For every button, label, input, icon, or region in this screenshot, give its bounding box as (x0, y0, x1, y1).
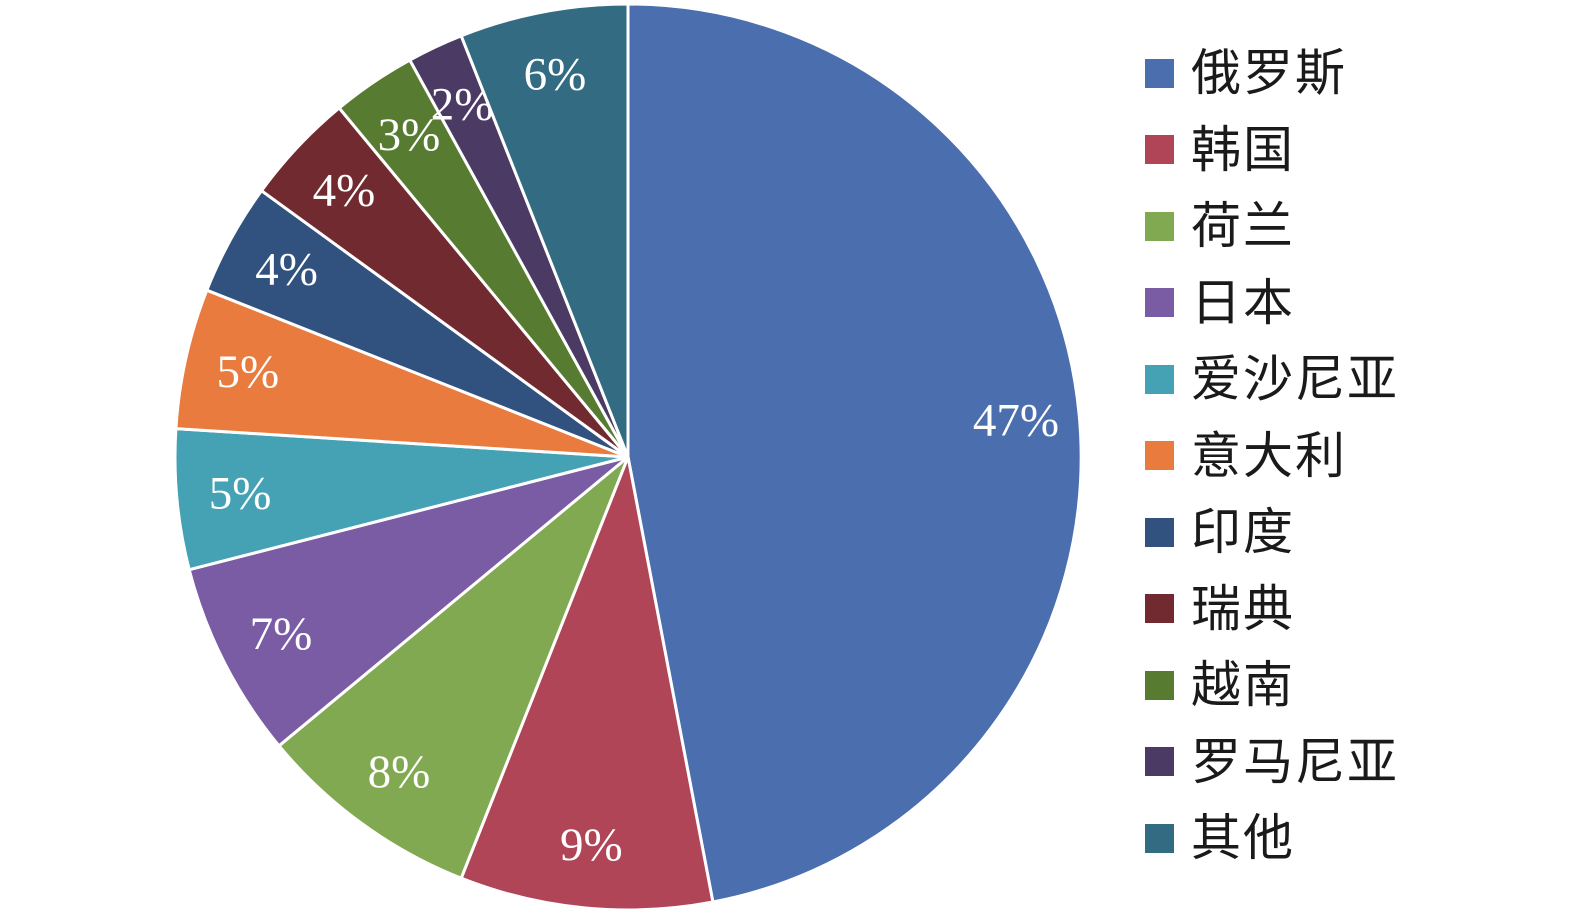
chart-legend: 俄罗斯韩国荷兰日本爱沙尼亚意大利印度瑞典越南罗马尼亚其他 (1145, 35, 1399, 877)
pie-slice-japan (187, 455, 630, 748)
pie-slice-south-korea (459, 455, 715, 912)
legend-item-other: 其他 (1145, 800, 1399, 877)
legend-item-south-korea: 韩国 (1145, 112, 1399, 189)
legend-item-italy: 意大利 (1145, 418, 1399, 495)
legend-label-india: 印度 (1191, 504, 1295, 561)
pie-slice-label-netherlands: 8% (368, 746, 431, 798)
legend-swatch-italy (1145, 441, 1174, 471)
legend-swatch-south-korea (1145, 135, 1174, 165)
pie-slice-label-vietnam: 3% (378, 109, 441, 161)
legend-swatch-netherlands (1145, 211, 1174, 241)
legend-swatch-estonia (1145, 364, 1174, 394)
pie-slice-label-sweden: 4% (313, 164, 376, 216)
legend-swatch-sweden (1145, 594, 1174, 624)
pie-slice-label-italy: 5% (216, 346, 279, 398)
pie-slice-netherlands (277, 455, 630, 880)
legend-swatch-russia (1145, 58, 1174, 88)
pie-slice-other (459, 2, 630, 459)
legend-item-japan: 日本 (1145, 265, 1399, 342)
legend-item-india: 印度 (1145, 494, 1399, 571)
legend-label-vietnam: 越南 (1191, 657, 1295, 714)
pie-slice-label-russia: 47% (973, 394, 1059, 446)
legend-item-estonia: 爱沙尼亚 (1145, 341, 1399, 418)
legend-item-russia: 俄罗斯 (1145, 35, 1399, 112)
legend-label-romania: 罗马尼亚 (1191, 733, 1399, 790)
legend-label-russia: 俄罗斯 (1191, 45, 1347, 102)
pie-slice-label-south-korea: 9% (560, 819, 623, 871)
legend-label-south-korea: 韩国 (1191, 121, 1295, 178)
legend-swatch-vietnam (1145, 670, 1174, 700)
legend-item-vietnam: 越南 (1145, 647, 1399, 724)
legend-label-estonia: 爱沙尼亚 (1191, 351, 1399, 408)
legend-label-italy: 意大利 (1191, 427, 1347, 484)
pie-slice-label-other: 6% (524, 48, 587, 100)
legend-swatch-romania (1145, 747, 1174, 777)
legend-label-netherlands: 荷兰 (1191, 198, 1295, 255)
legend-swatch-japan (1145, 288, 1174, 318)
pie-slice-estonia (173, 427, 630, 572)
pie-slice-label-japan: 7% (250, 608, 313, 660)
legend-item-sweden: 瑞典 (1145, 571, 1399, 648)
pie-slice-russia (626, 2, 1083, 904)
legend-label-japan: 日本 (1191, 274, 1295, 331)
legend-label-sweden: 瑞典 (1191, 580, 1295, 637)
pie-slice-label-india: 4% (255, 243, 318, 295)
legend-swatch-india (1145, 517, 1174, 547)
legend-label-other: 其他 (1191, 810, 1295, 867)
legend-item-romania: 罗马尼亚 (1145, 724, 1399, 801)
legend-swatch-other (1145, 823, 1174, 853)
pie-slice-label-estonia: 5% (209, 468, 272, 520)
legend-item-netherlands: 荷兰 (1145, 188, 1399, 265)
pie-slice-italy (174, 288, 630, 459)
